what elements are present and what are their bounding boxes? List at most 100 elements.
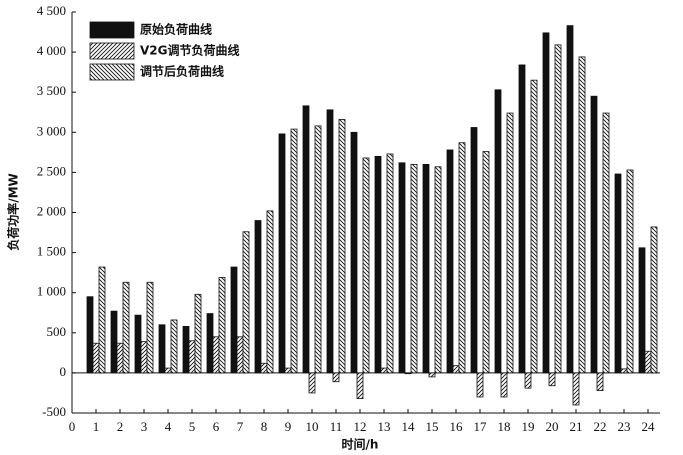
x-tick-label: 2 (117, 419, 124, 434)
y-tick-label: 3 000 (37, 123, 66, 138)
bar (134, 314, 142, 374)
bar (638, 247, 646, 374)
bar (554, 44, 562, 374)
bar (548, 372, 556, 387)
x-tick-label: 11 (330, 419, 343, 434)
bar (542, 32, 550, 374)
legend-swatch (89, 63, 135, 81)
bar (566, 25, 574, 374)
bar (266, 210, 274, 374)
bar (212, 336, 220, 374)
bar (500, 372, 508, 398)
bar (422, 163, 430, 374)
y-axis-label: 负荷功率/MW (6, 173, 21, 251)
y-tick-label: 4 500 (37, 3, 66, 18)
x-tick-label: 21 (570, 419, 583, 434)
bar (506, 112, 514, 374)
bar (230, 266, 238, 374)
x-tick-label: 3 (141, 419, 148, 434)
bar (182, 325, 190, 374)
bar (260, 362, 268, 374)
bar (350, 131, 358, 374)
y-tick-label: 3 500 (37, 83, 66, 98)
x-tick-label: 18 (498, 419, 511, 434)
x-tick-label: 17 (474, 419, 488, 434)
x-tick-label: 23 (618, 419, 631, 434)
x-tick-label: 22 (594, 419, 607, 434)
legend-label: V2G调节负荷曲线 (140, 43, 240, 58)
bar (254, 220, 262, 374)
x-tick-label: 0 (69, 419, 76, 434)
x-tick-label: 12 (354, 419, 367, 434)
x-tick-label: 24 (642, 419, 656, 434)
x-tick-label: 15 (426, 419, 439, 434)
bar (302, 105, 310, 374)
x-tick-label: 6 (213, 419, 220, 434)
bar (458, 142, 466, 374)
bar (218, 277, 226, 374)
x-tick-label: 5 (189, 419, 196, 434)
bar (404, 372, 412, 375)
legend-label: 原始负荷曲线 (140, 22, 212, 37)
bar (650, 226, 658, 374)
bar (644, 350, 652, 374)
bar (524, 372, 532, 389)
bar (332, 372, 340, 383)
bar (356, 372, 364, 399)
bar (380, 367, 388, 374)
bar (326, 109, 334, 374)
bar (206, 313, 214, 374)
x-tick-label: 10 (306, 419, 319, 434)
bar (290, 128, 298, 374)
bar (590, 95, 598, 374)
bar (452, 365, 460, 374)
bar (314, 125, 322, 374)
bar (518, 64, 526, 374)
bar (158, 324, 166, 374)
x-tick-label: 13 (378, 419, 391, 434)
bar (86, 296, 94, 374)
x-tick-label: 20 (546, 419, 559, 434)
bar (338, 119, 346, 374)
bar (470, 127, 478, 374)
bar (428, 372, 436, 378)
y-tick-label: 2 500 (37, 163, 66, 178)
bar (446, 149, 454, 374)
x-tick-label: 19 (522, 419, 535, 434)
y-tick-label: 500 (47, 324, 67, 339)
bar (614, 173, 622, 374)
legend-swatch (89, 42, 135, 60)
bar (626, 169, 634, 374)
bar (362, 157, 370, 374)
x-tick-label: 14 (402, 419, 416, 434)
bar (242, 231, 250, 374)
legend-label: 调节后负荷曲线 (140, 64, 224, 79)
bar (278, 133, 286, 374)
x-tick-label: 4 (165, 419, 172, 434)
bar (410, 163, 418, 374)
bar (620, 368, 628, 374)
bar (188, 340, 196, 374)
y-tick-label: 2 000 (37, 203, 66, 218)
bar (578, 56, 586, 374)
y-tick-label: 1 000 (37, 284, 66, 299)
bar (386, 153, 394, 374)
bar (398, 162, 406, 374)
x-tick-label: 8 (261, 419, 268, 434)
x-tick-label: 9 (285, 419, 292, 434)
bar (92, 342, 100, 374)
y-tick-label: 4 000 (37, 43, 66, 58)
bar (284, 367, 292, 374)
bar (140, 341, 148, 374)
bar (164, 367, 172, 374)
bar (482, 151, 490, 374)
y-tick-label: -500 (42, 404, 66, 419)
bar (602, 112, 610, 374)
bar (116, 342, 124, 374)
bar (572, 372, 580, 406)
bar (596, 372, 604, 391)
legend-swatch (89, 21, 135, 39)
x-axis-label: 时间/h (342, 437, 379, 452)
bar (308, 372, 316, 394)
